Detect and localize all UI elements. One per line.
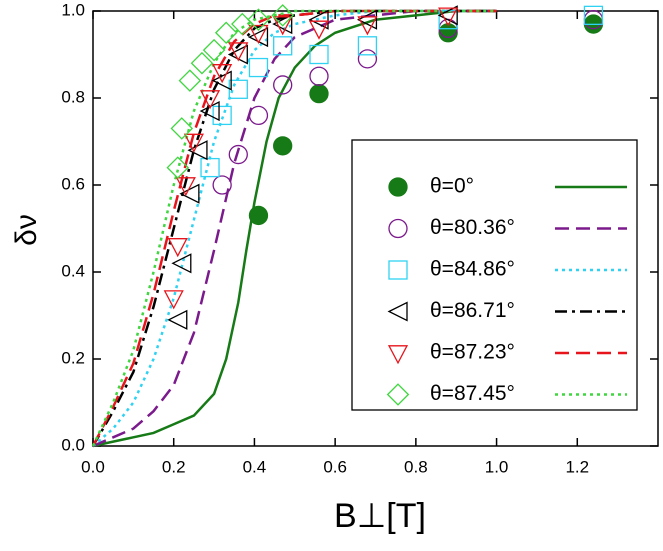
marker xyxy=(248,24,269,45)
marker xyxy=(272,16,293,36)
y-tick-label: 1.0 xyxy=(61,0,85,19)
marker xyxy=(273,36,293,56)
marker xyxy=(228,144,248,165)
marker xyxy=(187,140,208,161)
marker xyxy=(163,290,184,310)
fit-line xyxy=(91,9,497,447)
marker xyxy=(308,20,330,40)
marker xyxy=(183,133,204,153)
legend-label: θ=80.36° xyxy=(430,216,515,239)
marker xyxy=(178,69,202,92)
marker xyxy=(228,79,248,99)
legend-marker xyxy=(387,345,409,365)
fit-line xyxy=(91,9,497,447)
marker xyxy=(200,157,220,178)
marker xyxy=(273,75,293,95)
marker xyxy=(583,5,604,25)
marker xyxy=(166,156,190,179)
marker xyxy=(171,253,192,274)
x-axis-label: B⊥[T] xyxy=(334,497,426,535)
y-tick-label: 0.4 xyxy=(61,261,85,280)
marker xyxy=(212,175,232,195)
marker xyxy=(248,205,269,226)
legend: θ=0° θ=80.36° θ=84.86° θ=86.71° θ=87.23° θ=87… xyxy=(351,139,638,411)
marker xyxy=(175,177,196,197)
fit-line xyxy=(92,9,497,447)
legend-label: θ=84.86° xyxy=(430,258,515,281)
marker xyxy=(309,84,329,104)
marker xyxy=(228,42,249,62)
legend-marker xyxy=(386,383,410,406)
marker xyxy=(357,16,378,36)
marker xyxy=(179,183,200,204)
marker xyxy=(357,49,378,69)
marker xyxy=(167,309,188,330)
x-tick-label: 0.8 xyxy=(404,457,428,476)
legend-marker xyxy=(387,301,408,322)
marker xyxy=(357,36,378,56)
marker xyxy=(438,7,459,27)
marker xyxy=(170,117,194,140)
marker xyxy=(247,8,270,31)
marker xyxy=(271,4,294,27)
marker xyxy=(437,5,458,26)
legend-label: θ=86.71° xyxy=(430,299,515,322)
x-tick-label: 1.0 xyxy=(485,457,509,476)
marker xyxy=(248,57,269,78)
y-axis-label: δν xyxy=(10,214,43,246)
x-tick-label: 0.4 xyxy=(243,457,267,476)
x-tick-label: 0.0 xyxy=(81,457,105,476)
marker xyxy=(308,9,329,30)
marker xyxy=(309,44,329,65)
legend-label: θ=0° xyxy=(430,175,474,198)
y-tick-label: 0.8 xyxy=(61,87,85,106)
marker xyxy=(356,9,378,30)
marker xyxy=(190,51,214,75)
y-tick-label: 0.2 xyxy=(61,348,85,367)
legend-marker xyxy=(388,177,408,197)
x-tick-label: 0.6 xyxy=(323,457,347,476)
marker xyxy=(272,13,293,35)
x-tick-label: 0.2 xyxy=(162,457,186,476)
marker xyxy=(273,136,293,156)
marker xyxy=(212,105,232,126)
marker xyxy=(199,90,221,110)
legend-marker xyxy=(388,218,408,239)
legend-marker xyxy=(388,260,408,280)
marker xyxy=(309,66,329,86)
fit-line xyxy=(92,9,497,448)
marker xyxy=(167,238,188,258)
y-tick-label: 0.0 xyxy=(61,435,85,454)
x-tick-label: 1.2 xyxy=(565,457,589,476)
marker xyxy=(202,38,226,62)
legend-label: θ=87.45° xyxy=(430,382,515,405)
marker xyxy=(212,64,233,84)
y-tick-label: 0.6 xyxy=(61,174,85,193)
marker xyxy=(248,105,269,126)
legend-label: θ=87.23° xyxy=(430,341,515,364)
marker xyxy=(214,21,238,45)
marker xyxy=(211,70,232,91)
